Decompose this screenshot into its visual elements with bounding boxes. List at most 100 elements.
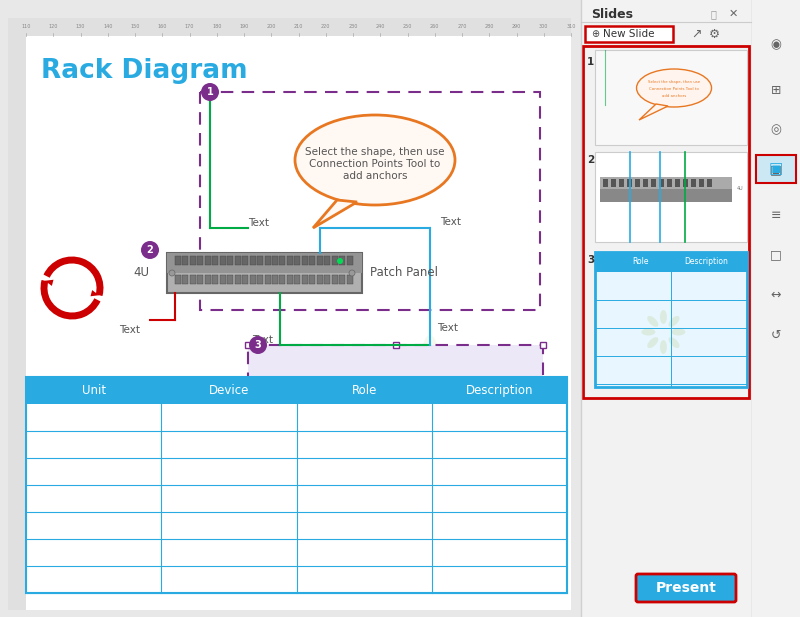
- Circle shape: [420, 380, 440, 400]
- Text: Select the shape, then use: Select the shape, then use: [648, 80, 700, 84]
- FancyBboxPatch shape: [595, 252, 747, 272]
- FancyBboxPatch shape: [182, 275, 189, 284]
- Ellipse shape: [637, 69, 711, 107]
- Polygon shape: [45, 280, 54, 286]
- Ellipse shape: [422, 405, 438, 445]
- Text: 150: 150: [130, 25, 140, 30]
- Text: ⊕: ⊕: [591, 29, 599, 39]
- Ellipse shape: [660, 340, 667, 354]
- FancyBboxPatch shape: [227, 275, 234, 284]
- FancyBboxPatch shape: [205, 275, 211, 284]
- FancyBboxPatch shape: [683, 179, 688, 187]
- FancyBboxPatch shape: [265, 275, 270, 284]
- Text: 170: 170: [185, 25, 194, 30]
- Text: 130: 130: [76, 25, 85, 30]
- FancyBboxPatch shape: [287, 275, 293, 284]
- Text: Present: Present: [655, 581, 717, 595]
- FancyBboxPatch shape: [540, 342, 546, 348]
- Ellipse shape: [647, 316, 658, 327]
- FancyBboxPatch shape: [581, 0, 751, 617]
- FancyBboxPatch shape: [175, 256, 181, 265]
- Text: 220: 220: [321, 25, 330, 30]
- Text: 🖈: 🖈: [711, 9, 717, 19]
- Text: ↺: ↺: [770, 328, 782, 341]
- FancyBboxPatch shape: [220, 256, 226, 265]
- Text: add anchors: add anchors: [342, 171, 407, 181]
- FancyBboxPatch shape: [346, 256, 353, 265]
- Ellipse shape: [660, 310, 667, 324]
- FancyBboxPatch shape: [294, 256, 300, 265]
- FancyBboxPatch shape: [234, 275, 241, 284]
- FancyBboxPatch shape: [26, 377, 567, 404]
- FancyBboxPatch shape: [212, 256, 218, 265]
- FancyBboxPatch shape: [257, 256, 263, 265]
- FancyBboxPatch shape: [257, 275, 263, 284]
- FancyBboxPatch shape: [205, 256, 211, 265]
- FancyBboxPatch shape: [279, 256, 286, 265]
- Text: Role: Role: [632, 257, 649, 267]
- FancyBboxPatch shape: [167, 253, 362, 273]
- FancyBboxPatch shape: [227, 256, 234, 265]
- FancyBboxPatch shape: [346, 275, 353, 284]
- Ellipse shape: [375, 382, 415, 398]
- Text: □: □: [770, 249, 782, 262]
- Text: ⚙: ⚙: [709, 28, 720, 41]
- FancyBboxPatch shape: [643, 179, 648, 187]
- Text: Connection Points Tool to: Connection Points Tool to: [649, 87, 699, 91]
- FancyBboxPatch shape: [667, 179, 672, 187]
- FancyBboxPatch shape: [393, 442, 398, 448]
- Text: ◉: ◉: [770, 38, 782, 51]
- Circle shape: [249, 336, 267, 354]
- Text: 1: 1: [587, 57, 594, 67]
- FancyBboxPatch shape: [190, 275, 196, 284]
- Ellipse shape: [445, 382, 485, 398]
- Text: 290: 290: [512, 25, 521, 30]
- Polygon shape: [313, 200, 357, 228]
- FancyBboxPatch shape: [8, 18, 571, 610]
- Ellipse shape: [671, 328, 686, 336]
- Text: Slides: Slides: [591, 7, 633, 20]
- FancyBboxPatch shape: [272, 275, 278, 284]
- FancyBboxPatch shape: [8, 36, 26, 610]
- Text: Text: Text: [440, 217, 461, 227]
- FancyBboxPatch shape: [212, 275, 218, 284]
- FancyBboxPatch shape: [190, 256, 196, 265]
- FancyBboxPatch shape: [26, 377, 567, 593]
- FancyBboxPatch shape: [635, 179, 640, 187]
- FancyBboxPatch shape: [339, 256, 345, 265]
- Ellipse shape: [669, 337, 679, 348]
- Text: 120: 120: [49, 25, 58, 30]
- FancyBboxPatch shape: [182, 256, 189, 265]
- Ellipse shape: [669, 316, 679, 327]
- Text: 160: 160: [158, 25, 167, 30]
- FancyBboxPatch shape: [756, 155, 796, 183]
- FancyBboxPatch shape: [250, 256, 255, 265]
- FancyBboxPatch shape: [234, 256, 241, 265]
- Text: 310: 310: [566, 25, 576, 30]
- Text: 4U: 4U: [737, 186, 744, 191]
- Ellipse shape: [642, 328, 655, 336]
- Text: Connection Points Tool to: Connection Points Tool to: [310, 159, 441, 169]
- FancyBboxPatch shape: [651, 179, 656, 187]
- FancyBboxPatch shape: [324, 275, 330, 284]
- FancyBboxPatch shape: [324, 256, 330, 265]
- FancyBboxPatch shape: [332, 256, 338, 265]
- FancyBboxPatch shape: [272, 256, 278, 265]
- FancyBboxPatch shape: [245, 342, 251, 348]
- FancyBboxPatch shape: [636, 574, 736, 602]
- Text: 1: 1: [206, 87, 214, 97]
- FancyBboxPatch shape: [675, 179, 680, 187]
- Text: 3: 3: [587, 255, 594, 265]
- Text: 260: 260: [430, 25, 439, 30]
- Text: Text: Text: [248, 218, 269, 228]
- FancyBboxPatch shape: [302, 275, 308, 284]
- Text: 3: 3: [254, 340, 262, 350]
- FancyBboxPatch shape: [279, 275, 286, 284]
- Ellipse shape: [439, 350, 470, 381]
- Text: 110: 110: [22, 25, 30, 30]
- FancyBboxPatch shape: [242, 275, 248, 284]
- Ellipse shape: [390, 350, 421, 381]
- FancyBboxPatch shape: [691, 179, 696, 187]
- Text: 190: 190: [239, 25, 249, 30]
- Text: 240: 240: [375, 25, 385, 30]
